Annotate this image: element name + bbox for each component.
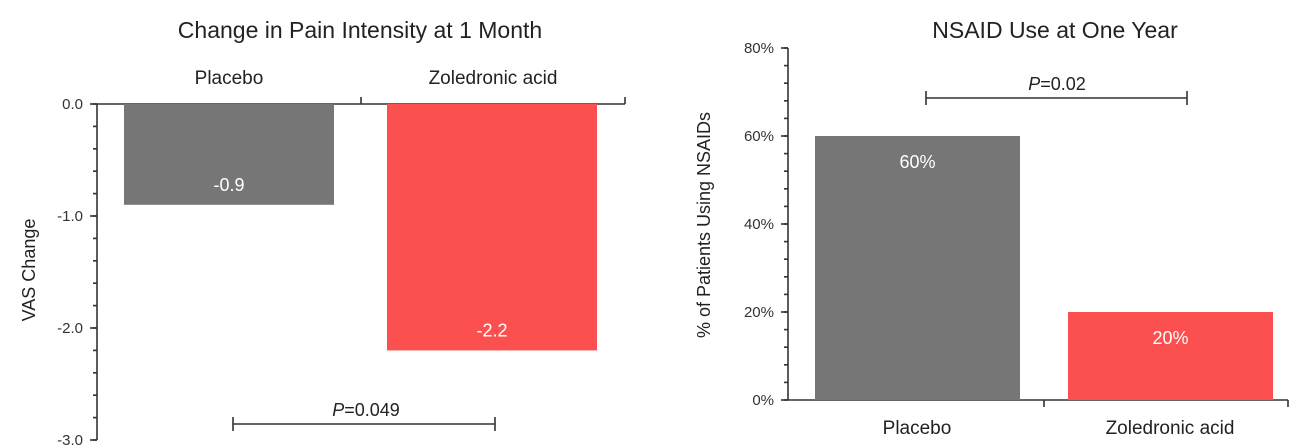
chart1-y-tick-label: -3.0 — [57, 432, 83, 447]
chart1-ylabel: VAS Change — [19, 219, 39, 322]
chart2-category-label: Placebo — [883, 418, 952, 439]
chart1-bar-placebo — [124, 104, 334, 205]
chart1-y-tick-label: 0.0 — [62, 96, 83, 113]
chart1-y-tick-label: -1.0 — [57, 208, 83, 225]
chart2-significance-bracket: P=0.02 — [925, 74, 1188, 105]
chart2-bar-data-label: 60% — [899, 152, 935, 172]
chart1-p-value: P=0.049 — [332, 400, 400, 420]
chart2-y-tick-label: 0% — [752, 392, 774, 409]
chart2-y-tick-label: 60% — [744, 128, 774, 145]
chart1-bar-data-label: -0.9 — [213, 175, 244, 195]
chart2-p-value: P=0.02 — [1028, 74, 1086, 94]
chart2-y-axis: 0% 20% 40% 60% 80% — [744, 40, 788, 409]
chart1-bar-zoledronic — [387, 104, 597, 351]
chart1-bar-data-label: -2.2 — [476, 320, 507, 340]
chart2-title: NSAID Use at One Year — [932, 17, 1178, 43]
chart2-y-tick-label: 80% — [744, 40, 774, 57]
chart1-y-axis: 0.0 -1.0 -2.0 -3.0 — [57, 96, 97, 447]
chart2-bar-placebo — [815, 136, 1020, 400]
chart1-significance-bracket: P=0.049 — [232, 400, 496, 431]
chart2-bar-zoledronic — [1068, 312, 1273, 400]
chart2-ylabel: % of Patients Using NSAIDs — [694, 112, 714, 338]
chart2-category-label: Zoledronic acid — [1106, 418, 1235, 439]
chart2-bar-data-label: 20% — [1152, 328, 1188, 348]
chart2-y-tick-label: 20% — [744, 304, 774, 321]
chart1-category-label: Placebo — [195, 68, 264, 89]
chart-pain-intensity: Change in Pain Intensity at 1 Month VAS … — [19, 17, 626, 447]
chart-nsaid-use: NSAID Use at One Year % of Patients Usin… — [694, 17, 1289, 439]
chart2-y-tick-label: 40% — [744, 216, 774, 233]
chart1-title: Change in Pain Intensity at 1 Month — [178, 17, 542, 43]
chart1-category-label: Zoledronic acid — [429, 68, 558, 89]
chart1-y-tick-label: -2.0 — [57, 320, 83, 337]
